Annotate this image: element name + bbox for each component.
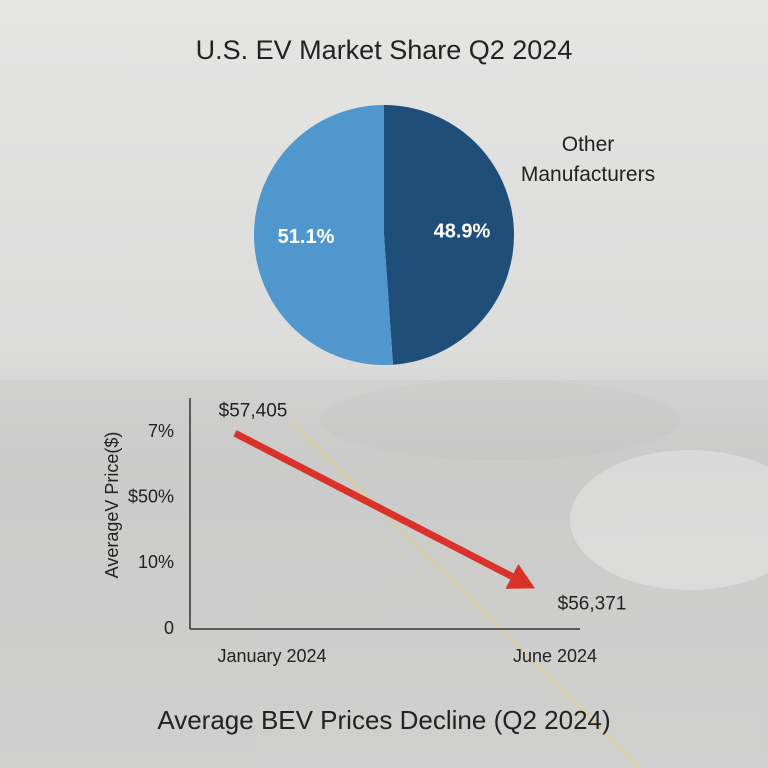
value-label: $57,405	[219, 400, 288, 421]
slice-label: 48.9%	[434, 221, 491, 243]
y-tick-label: $50%	[128, 486, 174, 506]
pie-slice	[384, 104, 515, 365]
legend-entry: Other Manufacturers	[520, 133, 656, 186]
y-axis-title: AverageV Price($)	[102, 432, 122, 579]
price-line	[233, 430, 514, 580]
y-tick-label: 0	[164, 618, 174, 638]
slice-label: 51.1%	[278, 226, 335, 248]
x-tick-label: June 2024	[513, 646, 597, 666]
arrowhead	[505, 563, 535, 589]
value-label: $56,371	[558, 593, 627, 614]
pie-slice	[254, 105, 393, 365]
x-tick-label: January 2024	[217, 646, 326, 666]
line-title: Average BEV Prices Decline (Q2 2024)	[157, 705, 610, 735]
pie-title: U.S. EV Market Share Q2 2024	[196, 35, 573, 65]
y-tick-label: 7%	[148, 421, 174, 441]
background-scene	[0, 380, 768, 768]
y-tick-label: 10%	[138, 552, 174, 572]
